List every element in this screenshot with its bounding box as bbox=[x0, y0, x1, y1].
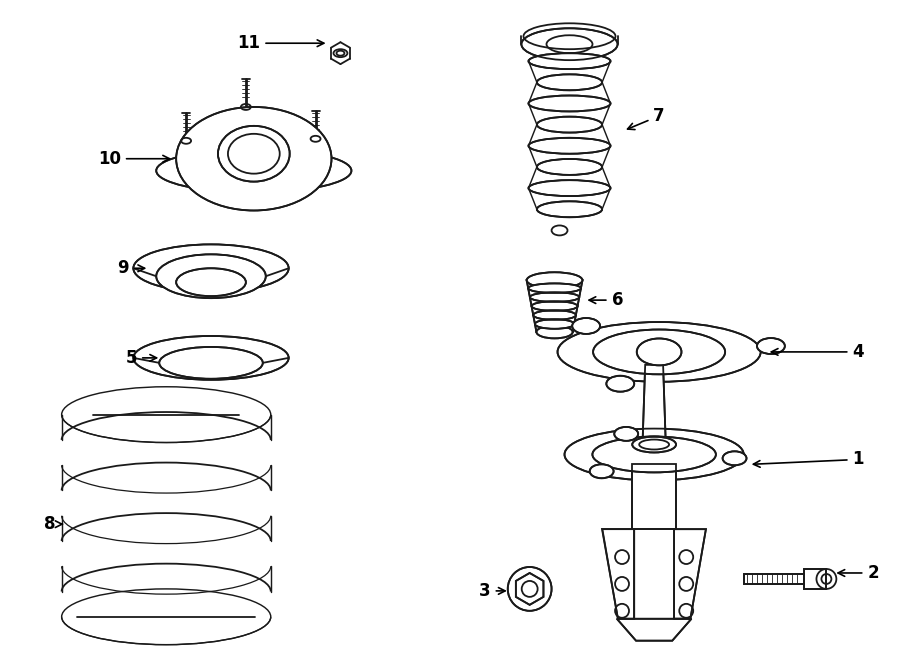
Ellipse shape bbox=[218, 126, 290, 182]
Polygon shape bbox=[526, 280, 582, 332]
Ellipse shape bbox=[532, 301, 578, 311]
Ellipse shape bbox=[537, 116, 602, 133]
Ellipse shape bbox=[637, 338, 681, 366]
Polygon shape bbox=[632, 465, 676, 529]
Ellipse shape bbox=[533, 310, 576, 320]
Ellipse shape bbox=[564, 428, 743, 481]
Ellipse shape bbox=[607, 375, 634, 392]
Text: 2: 2 bbox=[838, 564, 879, 582]
Ellipse shape bbox=[572, 318, 600, 334]
Ellipse shape bbox=[590, 464, 614, 478]
Polygon shape bbox=[516, 573, 544, 605]
Ellipse shape bbox=[159, 347, 263, 379]
Text: 10: 10 bbox=[98, 150, 169, 168]
Text: 11: 11 bbox=[238, 34, 324, 52]
Text: 4: 4 bbox=[771, 343, 864, 361]
Ellipse shape bbox=[528, 284, 580, 293]
Polygon shape bbox=[602, 529, 634, 619]
Text: 7: 7 bbox=[627, 107, 665, 130]
Ellipse shape bbox=[176, 107, 331, 210]
Polygon shape bbox=[643, 365, 666, 444]
Ellipse shape bbox=[593, 329, 725, 374]
Ellipse shape bbox=[592, 436, 716, 473]
Ellipse shape bbox=[530, 292, 580, 302]
Ellipse shape bbox=[133, 336, 289, 380]
Text: 8: 8 bbox=[44, 515, 62, 533]
Ellipse shape bbox=[537, 74, 602, 91]
Ellipse shape bbox=[615, 427, 638, 441]
Ellipse shape bbox=[535, 319, 574, 329]
Ellipse shape bbox=[757, 338, 785, 354]
Ellipse shape bbox=[557, 322, 760, 382]
Text: 5: 5 bbox=[126, 349, 157, 367]
Ellipse shape bbox=[723, 451, 746, 465]
Text: 3: 3 bbox=[479, 582, 505, 600]
Ellipse shape bbox=[528, 137, 610, 154]
Text: 9: 9 bbox=[118, 259, 145, 277]
Ellipse shape bbox=[157, 149, 351, 192]
Ellipse shape bbox=[537, 159, 602, 175]
Polygon shape bbox=[743, 574, 804, 584]
Ellipse shape bbox=[526, 272, 582, 288]
Ellipse shape bbox=[521, 28, 617, 60]
Text: 6: 6 bbox=[590, 291, 623, 309]
Ellipse shape bbox=[537, 202, 602, 217]
Ellipse shape bbox=[157, 254, 266, 298]
Polygon shape bbox=[804, 569, 826, 589]
Ellipse shape bbox=[528, 180, 610, 196]
Polygon shape bbox=[616, 619, 691, 641]
Ellipse shape bbox=[133, 245, 289, 292]
Ellipse shape bbox=[176, 268, 246, 296]
Ellipse shape bbox=[536, 326, 572, 338]
Ellipse shape bbox=[508, 567, 552, 611]
Ellipse shape bbox=[528, 53, 610, 69]
Ellipse shape bbox=[528, 95, 610, 112]
Text: 1: 1 bbox=[753, 450, 864, 469]
Polygon shape bbox=[674, 529, 706, 619]
Ellipse shape bbox=[632, 436, 676, 453]
